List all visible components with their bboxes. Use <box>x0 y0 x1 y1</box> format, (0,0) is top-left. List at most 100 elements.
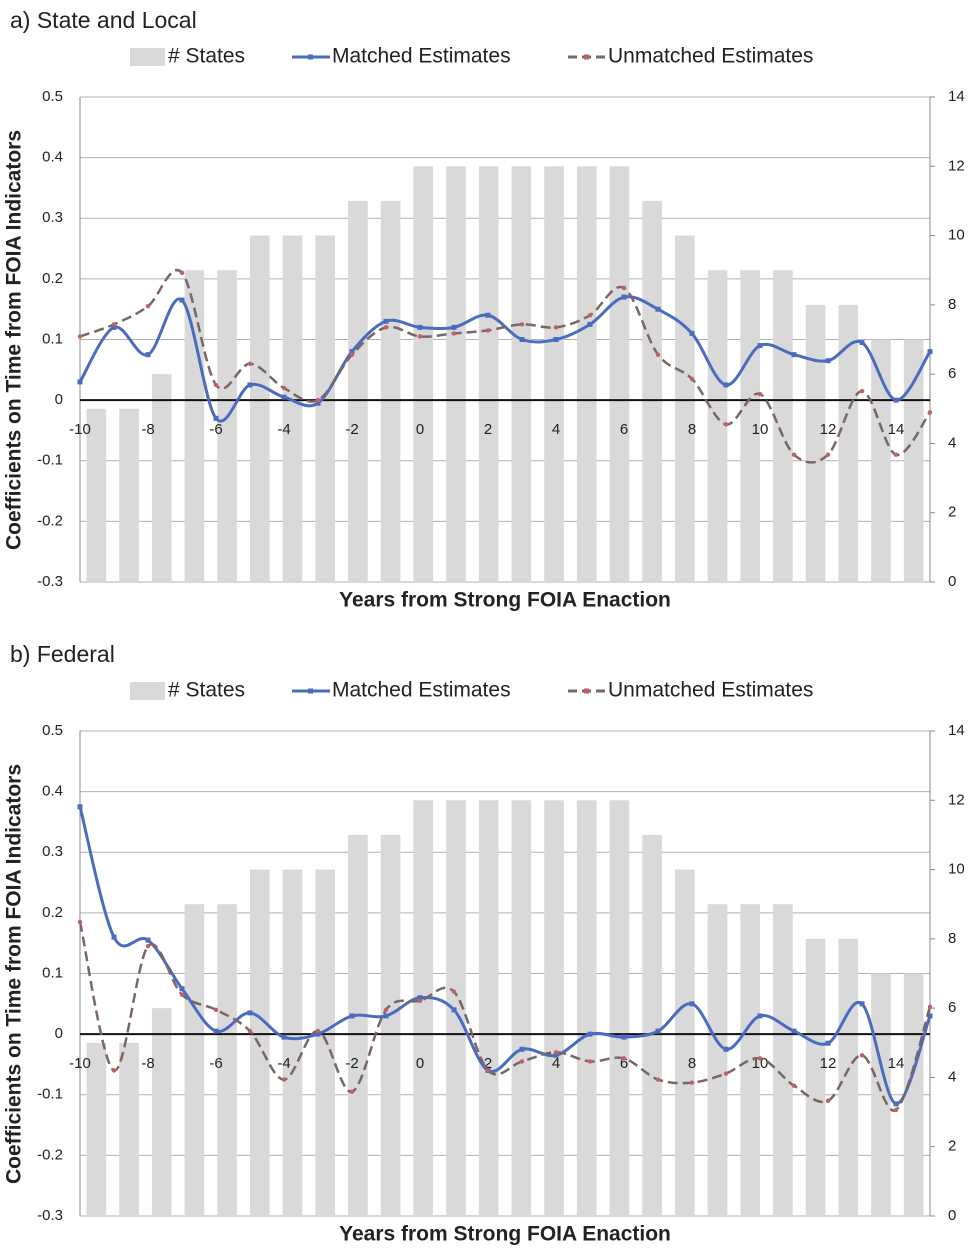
y2-tick-label: 4 <box>948 434 956 451</box>
x-tick-label: -10 <box>69 1055 91 1072</box>
point-marker <box>485 312 491 318</box>
point-marker <box>859 388 865 394</box>
bar <box>773 270 793 582</box>
bar <box>151 374 172 582</box>
point-marker <box>655 1028 661 1034</box>
point-marker <box>553 337 559 342</box>
point-marker <box>553 1052 559 1058</box>
bar <box>413 166 434 583</box>
point-marker <box>825 1098 831 1104</box>
x-axis-label: Years from Strong FOIA Enaction <box>339 589 671 612</box>
point-marker <box>247 361 253 366</box>
y-tick-label: -0.3 <box>37 573 63 590</box>
y-tick-label: 0 <box>55 1025 63 1042</box>
bar <box>805 304 826 582</box>
point-marker <box>383 1007 389 1013</box>
point-marker <box>111 324 117 330</box>
point-marker <box>179 992 185 997</box>
point-marker <box>111 934 117 940</box>
point-marker <box>349 349 355 355</box>
point-marker <box>757 1056 763 1061</box>
bar <box>217 904 237 1216</box>
point-marker <box>893 397 899 403</box>
point-marker <box>723 422 729 427</box>
point-marker <box>587 313 593 318</box>
x-tick-label: -4 <box>277 421 290 438</box>
y2-tick-label: 10 <box>948 227 965 244</box>
point-marker <box>519 337 525 342</box>
bar <box>184 270 205 582</box>
point-marker <box>111 322 117 327</box>
y-tick-label: 0.3 <box>42 209 63 226</box>
point-marker <box>349 1089 355 1094</box>
point-marker <box>451 331 457 336</box>
y2-tick-label: 12 <box>948 791 965 808</box>
x-tick-label: -6 <box>209 1055 222 1072</box>
bar <box>609 800 630 1216</box>
point-marker <box>791 352 797 358</box>
point-marker <box>383 318 389 324</box>
point-marker <box>485 1068 491 1073</box>
point-marker <box>247 1010 253 1016</box>
y2-tick-label: 8 <box>948 930 956 947</box>
point-marker <box>825 358 831 364</box>
y-axis-label: Coefficients on Time from FOIA Indicator… <box>3 764 26 1184</box>
y2-tick-label: 4 <box>948 1068 956 1085</box>
series-line <box>78 921 932 1112</box>
point-marker <box>145 352 151 358</box>
legend-swatch <box>130 48 165 66</box>
point-marker <box>111 1068 117 1073</box>
bar <box>380 834 401 1216</box>
point-marker <box>451 1007 457 1013</box>
legend-label: Unmatched Estimates <box>608 45 813 68</box>
x-tick-label: -4 <box>277 1055 290 1072</box>
point-marker <box>77 379 83 385</box>
x-tick-label: 0 <box>416 421 424 438</box>
x-tick-label: 6 <box>620 1055 628 1072</box>
y2-tick-label: 0 <box>948 573 956 590</box>
legend-marker <box>584 54 589 60</box>
panel: a) State and Local Years from Strong FOIA… <box>3 7 965 611</box>
y-tick-label: -0.2 <box>37 1146 63 1163</box>
point-marker <box>485 328 491 333</box>
point-marker <box>723 1071 729 1076</box>
bar <box>805 938 826 1216</box>
bar <box>282 235 303 583</box>
bar <box>250 869 270 1216</box>
y2-tick-label: 8 <box>948 296 956 313</box>
point-marker <box>893 452 899 457</box>
point-marker <box>791 1083 797 1088</box>
y-tick-label: 0.1 <box>42 964 63 981</box>
bar <box>707 270 728 582</box>
bar <box>707 904 728 1216</box>
bar <box>544 800 564 1216</box>
bar <box>184 904 205 1216</box>
x-tick-label: 4 <box>552 1055 560 1072</box>
point-marker <box>179 270 185 276</box>
point-marker <box>689 376 695 382</box>
point-marker <box>349 1013 355 1019</box>
x-tick-label: -2 <box>345 421 358 438</box>
point-marker <box>655 1077 661 1082</box>
point-marker <box>519 322 525 327</box>
bar <box>446 166 466 583</box>
x-tick-label: 4 <box>552 421 560 438</box>
point-marker <box>417 324 423 330</box>
point-marker <box>689 1080 695 1085</box>
legend-label: # States <box>168 45 245 68</box>
y-tick-label: 0.4 <box>42 149 63 166</box>
point-marker <box>247 1028 253 1034</box>
point-marker <box>621 294 627 300</box>
y2-tick-label: 2 <box>948 1138 956 1155</box>
y2-tick-label: 0 <box>948 1207 956 1224</box>
point-marker <box>825 452 831 457</box>
point-marker <box>77 334 83 339</box>
point-marker <box>281 385 287 391</box>
y2-tick-label: 14 <box>948 88 965 105</box>
bar <box>576 166 597 583</box>
point-marker <box>927 1013 933 1019</box>
bar <box>348 834 368 1216</box>
bar <box>740 904 760 1216</box>
legend-marker <box>308 688 313 694</box>
